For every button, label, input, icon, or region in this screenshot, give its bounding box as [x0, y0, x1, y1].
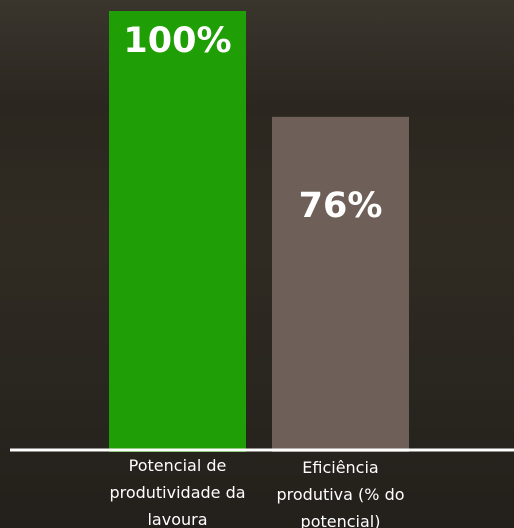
value-label: 76% — [299, 186, 383, 226]
x-tick-label: Eficiência produtiva (% do potencial) — [276, 458, 405, 528]
x-tick-label: Potencial de produtividade da lavoura — [109, 456, 246, 528]
bar — [272, 116, 409, 452]
bar — [109, 11, 246, 452]
value-label: 100% — [123, 21, 231, 61]
